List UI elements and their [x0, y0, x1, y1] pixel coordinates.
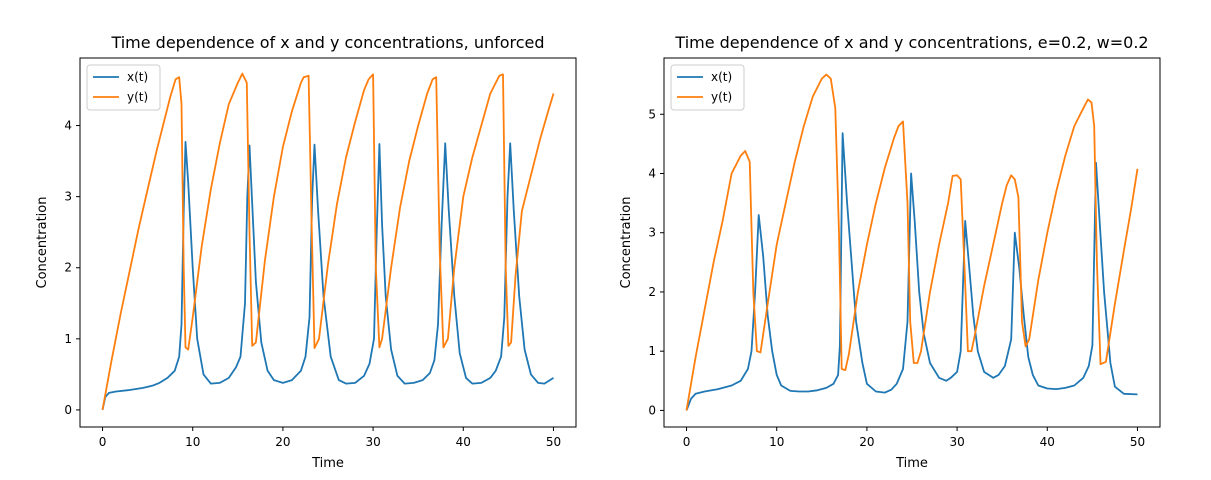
y-tick-label: 2 [64, 261, 72, 275]
y-axis-label: Concentration [35, 197, 50, 289]
legend-box [670, 64, 745, 111]
chart-title: Time dependence of x and y concentration… [110, 33, 544, 52]
legend-label: x(t) [127, 70, 148, 84]
y-tick-label: 3 [648, 226, 656, 240]
x-tick-label: 30 [949, 435, 964, 449]
x-tick-label: 20 [859, 435, 874, 449]
chart-panel-1: Time dependence of x and y concentration… [35, 33, 577, 471]
y-tick-label: 1 [64, 332, 72, 346]
legend: x(t) y(t) [670, 64, 745, 111]
x-tick-label: 10 [185, 435, 200, 449]
legend-label: x(t) [711, 70, 732, 84]
x-tick-label: 50 [1130, 435, 1145, 449]
y-axis-label: Concentration [619, 197, 634, 289]
x-axis-label: Time [895, 456, 928, 471]
x-tick-label: 30 [365, 435, 380, 449]
series-line-yt [101, 72, 555, 411]
x-tick-label: 0 [99, 435, 107, 449]
series-line-xt [101, 140, 554, 411]
x-tick-label: 20 [275, 435, 290, 449]
y-tick-label: 1 [648, 344, 656, 358]
y-tick-label: 2 [648, 285, 656, 299]
y-tick-label: 4 [64, 119, 72, 133]
chart-title: Time dependence of x and y concentration… [674, 33, 1148, 52]
y-tick-label: 5 [648, 107, 656, 121]
y-tick-label: 0 [648, 403, 656, 417]
series-line-yt [685, 73, 1139, 411]
x-tick-label: 50 [546, 435, 561, 449]
plot-frame [79, 57, 577, 428]
x-axis-label: Time [311, 456, 344, 471]
chart-panel-2: Time dependence of x and y concentration… [619, 33, 1161, 471]
legend: x(t) y(t) [86, 64, 161, 111]
series-line-xt [685, 132, 1138, 411]
legend-label: y(t) [127, 90, 148, 104]
y-tick-label: 4 [648, 166, 656, 180]
y-tick-label: 0 [64, 403, 72, 417]
y-tick-label: 3 [64, 190, 72, 204]
x-tick-label: 0 [683, 435, 691, 449]
x-tick-label: 10 [769, 435, 784, 449]
legend-box [86, 64, 161, 111]
legend-label: y(t) [711, 90, 732, 104]
x-tick-label: 40 [1040, 435, 1055, 449]
x-tick-label: 40 [456, 435, 471, 449]
plot-frame [663, 57, 1161, 428]
